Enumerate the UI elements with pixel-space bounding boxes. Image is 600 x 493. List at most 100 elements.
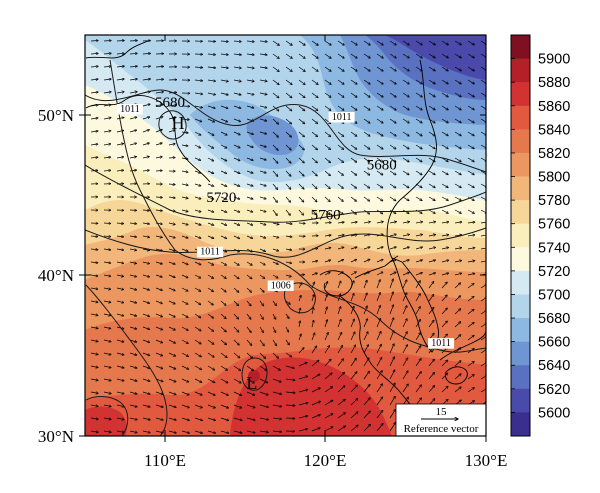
wind-arrow	[402, 118, 409, 123]
wind-arrow	[90, 379, 98, 380]
wind-arrow	[363, 371, 370, 380]
colorbar: 5900 5880 5860 5840 5820 5800 5780 5760 5740 5720…	[510, 34, 570, 437]
wind-arrow	[129, 365, 137, 368]
wind-arrow	[207, 222, 214, 225]
wind-arrow	[155, 92, 164, 93]
wind-arrow	[363, 293, 367, 302]
wind-arrow	[155, 326, 163, 330]
wind-arrow	[285, 79, 292, 85]
wind-arrow	[168, 105, 177, 106]
wind-arrow	[220, 144, 227, 148]
wind-arrow	[299, 321, 300, 328]
border-west	[85, 95, 211, 183]
wind-arrow	[298, 118, 305, 124]
wind-arrow	[428, 92, 435, 97]
wind-arrow	[233, 430, 242, 433]
wind-arrow	[220, 404, 229, 408]
wind-arrow	[415, 105, 422, 110]
wind-arrow	[246, 365, 254, 371]
wind-arrow	[103, 41, 111, 42]
wind-arrow	[454, 209, 461, 213]
wind-arrow	[90, 288, 98, 289]
wind-arrow	[441, 79, 448, 84]
wind-arrow	[428, 131, 435, 136]
wind-arrow	[389, 144, 396, 149]
wind-arrow	[142, 391, 150, 394]
wind-arrow	[311, 170, 317, 176]
wind-arrow	[103, 405, 111, 407]
wind-arrow	[103, 391, 111, 394]
wind-arrow	[116, 313, 124, 316]
wind-arrow	[181, 261, 188, 265]
wind-arrow	[259, 67, 267, 68]
wind-arrow	[90, 92, 98, 93]
wind-arrow	[285, 262, 292, 263]
wind-arrow	[194, 339, 201, 344]
wind-arrow	[337, 247, 344, 250]
wind-arrow	[259, 431, 268, 432]
wind-arrow	[142, 249, 150, 251]
wind-arrow	[337, 345, 343, 354]
wind-arrow	[467, 388, 474, 393]
wind-arrow	[337, 222, 344, 223]
wind-arrow	[155, 130, 162, 133]
wind-arrow	[129, 157, 137, 158]
colorbar-tick-label: 5860	[538, 99, 570, 115]
colorbar-swatch	[511, 35, 530, 60]
contour-1006	[283, 282, 316, 314]
wind-arrow	[298, 196, 304, 202]
colorbar-swatch	[511, 223, 530, 248]
wind-arrow	[233, 131, 240, 135]
wind-arrow	[298, 348, 304, 354]
wind-arrow	[155, 210, 162, 211]
wind-arrow	[350, 332, 355, 341]
wind-arrow	[142, 326, 150, 329]
wind-arrow	[298, 283, 302, 289]
wind-arrow	[298, 79, 305, 85]
wind-arrow	[129, 417, 137, 420]
wind-arrow	[428, 40, 435, 45]
band-5860b	[85, 406, 127, 436]
wind-arrow	[233, 41, 241, 42]
wind-arrow	[480, 297, 486, 302]
wind-arrow	[259, 378, 268, 383]
colorbar-tick-label: 5880	[538, 75, 570, 91]
wind-arrow	[103, 326, 111, 329]
wind-arrow	[415, 79, 422, 84]
wind-arrow	[285, 326, 289, 332]
wind-arrow	[311, 261, 318, 262]
wind-arrow	[324, 40, 331, 45]
wind-arrow	[324, 53, 331, 58]
wind-arrow	[116, 249, 124, 250]
colorbar-frame	[510, 34, 531, 437]
wind-arrow	[467, 261, 475, 262]
wind-arrow	[441, 273, 449, 276]
wind-arrow	[155, 391, 163, 394]
wind-arrow	[324, 131, 331, 137]
wind-arrow	[428, 79, 435, 84]
wind-arrow	[272, 404, 282, 407]
wind-arrow	[168, 313, 175, 317]
wind-arrow	[298, 157, 304, 163]
wind-arrow	[363, 259, 370, 263]
wind-arrow	[415, 196, 422, 201]
wind-arrow	[246, 222, 253, 225]
wind-arrow	[129, 430, 137, 433]
wind-arrow	[155, 197, 162, 198]
wind-arrow	[207, 261, 214, 265]
wind-arrow	[194, 326, 201, 331]
wind-arrow	[389, 292, 393, 302]
wind-arrow	[233, 118, 241, 122]
wind-arrow	[272, 326, 276, 333]
wind-arrow	[324, 144, 331, 150]
wind-arrow	[324, 79, 331, 84]
wind-arrow	[389, 234, 396, 237]
wind-arrow	[207, 209, 214, 212]
wind-arrow	[402, 234, 410, 237]
wind-arrow	[181, 391, 189, 395]
wind-arrow	[415, 131, 422, 136]
contour-lines	[85, 59, 486, 436]
wind-arrow	[155, 261, 162, 264]
wind-arrow	[285, 105, 292, 111]
wind-arrow	[285, 313, 289, 319]
